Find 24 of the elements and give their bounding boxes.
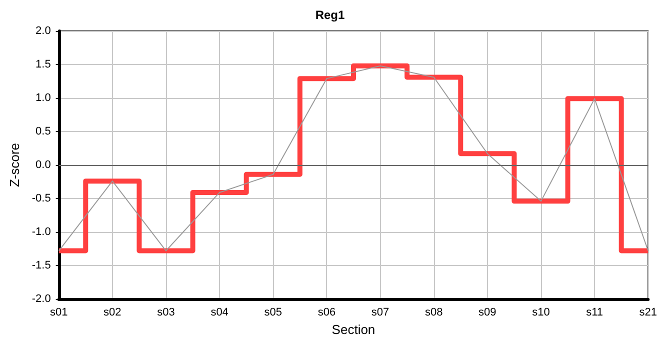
y-axis-title: Z-score (7, 142, 22, 188)
x-tick-label: s11 (586, 306, 604, 318)
chart-title: Reg1 (315, 8, 345, 22)
x-tick-label: s09 (478, 306, 496, 318)
y-tick-label: 0.5 (36, 126, 51, 138)
y-tick-label: 0.0 (36, 159, 51, 171)
x-tick-label: s07 (371, 306, 390, 318)
y-tick-label: 1.0 (36, 92, 51, 104)
y-tick-label: -1.5 (32, 260, 51, 272)
x-axis-title: Section (332, 322, 376, 337)
x-tick-label: s06 (318, 306, 336, 318)
y-tick-label: 2.0 (36, 25, 51, 37)
y-tick-label: -0.5 (32, 192, 51, 204)
y-tick-label: -1.0 (32, 226, 51, 238)
x-tick-label: s05 (264, 306, 282, 318)
x-tick-label: s21 (639, 306, 658, 318)
x-tick-label: s08 (424, 306, 443, 318)
x-tick-label: s01 (50, 306, 68, 318)
x-tick-label: s03 (157, 306, 175, 318)
x-tick-label: s10 (532, 306, 550, 318)
y-tick-label: -2.0 (32, 293, 51, 305)
y-tick-label: 1.5 (36, 58, 51, 70)
x-tick-label: s04 (210, 306, 228, 318)
x-tick-label: s02 (104, 306, 122, 318)
